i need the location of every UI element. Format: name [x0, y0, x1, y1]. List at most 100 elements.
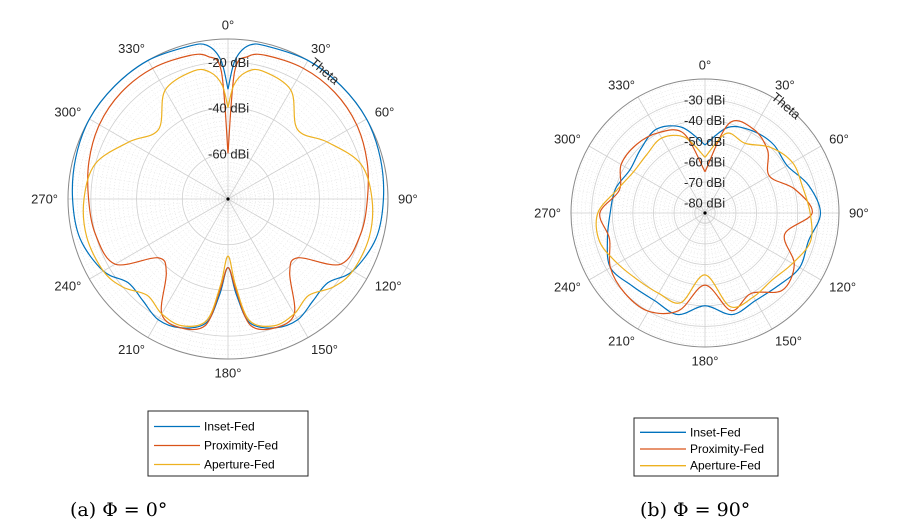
grid-minor-spoke	[136, 67, 229, 200]
grid-major-spoke	[89, 198, 229, 280]
grid-minor-spoke	[704, 110, 792, 214]
grid-minor-spoke	[627, 103, 706, 214]
grid-minor-spoke	[658, 212, 706, 340]
grid-minor-spoke	[68, 184, 229, 200]
grid-minor-spoke	[618, 110, 706, 214]
grid-major-spoke	[588, 212, 706, 281]
series-line-aperture-fed	[595, 132, 813, 309]
grid-minor-spoke	[704, 166, 832, 214]
grid-minor-spoke	[227, 157, 383, 200]
center-marker	[703, 211, 707, 215]
series-line-proximity-fed	[599, 120, 813, 315]
theta-tick-label: 0°	[222, 18, 234, 33]
grid-minor-spoke	[704, 156, 827, 214]
grid-major-spoke	[588, 145, 706, 214]
grid-minor-spoke	[227, 198, 270, 354]
grid-minor-spoke	[583, 212, 706, 270]
grid-minor-spoke	[68, 198, 229, 214]
r-tick-label: -50 dBi	[684, 134, 725, 149]
series-line-proximity-fed	[87, 53, 369, 331]
grid-minor-spoke	[572, 212, 706, 237]
grid-major-spoke	[704, 212, 822, 281]
grid-minor-spoke	[704, 212, 740, 343]
grid-minor-spoke	[595, 212, 706, 291]
grid-major-spoke	[637, 96, 706, 214]
r-tick-label: -60 dBi	[208, 146, 249, 161]
grid-minor-spoke	[213, 198, 229, 359]
grid-minor-spoke	[670, 212, 706, 343]
theta-tick-label: 210°	[118, 342, 145, 357]
grid-minor-spoke	[602, 212, 706, 300]
grid-minor-spoke	[704, 212, 783, 323]
legend-label-proximity-fed: Proximity-Fed	[690, 442, 764, 456]
theta-tick-label: 30°	[311, 41, 331, 56]
r-tick-label: -70 dBi	[684, 175, 725, 190]
outer-ring	[570, 78, 840, 348]
series-lines-b	[595, 120, 822, 316]
grid-minor-spoke	[658, 86, 706, 214]
r-tick-labels-b: -30 dBi -40 dBi -50 dBi -60 dBi -70 dBi …	[684, 93, 725, 211]
series-lines-a	[71, 43, 385, 331]
grid-major-spoke	[704, 212, 773, 330]
legend-label-aperture-fed: Aperture-Fed	[204, 458, 275, 472]
grid-minor-spoke	[704, 212, 729, 346]
grid-minor-spoke	[681, 212, 706, 346]
r-tick-label: -20 dBi	[208, 55, 249, 70]
grid-minor-spoke	[583, 156, 706, 214]
grid-minor-spoke	[704, 118, 800, 214]
theta-tick-labels-b: 0° 30° 60° 90° 120° 150° 180° 210° 240° …	[534, 58, 869, 369]
grid-major-spoke	[227, 198, 309, 338]
grid-major-spoke	[637, 212, 706, 330]
theta-tick-label: 270°	[31, 192, 58, 207]
r-tick-labels-a: -20 dBi -40 dBi -60 dBi	[208, 55, 249, 161]
theta-tick-label: 120°	[375, 279, 402, 294]
legend-box	[147, 410, 309, 477]
grid-minor-spoke	[227, 67, 320, 200]
grid-minor-spoke	[704, 201, 839, 214]
theta-tick-label: 150°	[775, 334, 802, 349]
grid-minor-spoke	[704, 212, 792, 316]
grid-minor-spoke	[227, 48, 283, 200]
r-tick-label: -80 dBi	[684, 196, 725, 211]
r-tick-label: -40 dBi	[208, 101, 249, 116]
grid-minor-spoke	[627, 212, 706, 323]
legend-b: Inset-Fed Proximity-Fed Aperture-Fed	[633, 417, 779, 477]
series-line-inset-fed	[606, 125, 822, 316]
grid-minor-spoke	[173, 198, 229, 350]
r-tick-label: -30 dBi	[684, 93, 725, 108]
grid-minor-spoke	[648, 212, 706, 335]
theta-tick-label: 60°	[829, 132, 849, 147]
grid-minor-spoke	[572, 189, 706, 214]
theta-tick-label: 30°	[775, 77, 795, 92]
grid-major-spoke	[147, 60, 229, 200]
theta-tick-label: 240°	[554, 280, 581, 295]
polar-grid-a	[67, 38, 389, 360]
polar-plot-b: 0° 30° 60° 90° 120° 150° 180° 210° 240° …	[534, 58, 869, 522]
theta-tick-label: 300°	[54, 105, 81, 120]
legend-label-inset-fed: Inset-Fed	[690, 425, 741, 439]
theta-tick-label: 150°	[311, 342, 338, 357]
r-tick-label: -40 dBi	[684, 113, 725, 128]
grid-minor-spoke	[595, 135, 706, 214]
legend-a: Inset-Fed Proximity-Fed Aperture-Fed	[147, 410, 309, 477]
grid-minor-spoke	[704, 212, 835, 248]
grid-minor-spoke	[704, 91, 762, 214]
grid-minor-spoke	[670, 83, 706, 214]
theta-tick-label: 330°	[608, 77, 635, 92]
legend-box	[633, 417, 779, 477]
grid-minor-spoke	[578, 212, 706, 260]
theta-tick-label: 60°	[375, 105, 395, 120]
grid-minor-spoke	[227, 184, 388, 200]
outer-ring	[67, 38, 389, 360]
grid-minor-spoke	[82, 131, 229, 200]
grid-minor-spoke	[704, 189, 838, 214]
grid-minor-spoke	[602, 126, 706, 214]
grid-minor-spoke	[227, 198, 388, 214]
grid-minor-spoke	[227, 198, 374, 267]
grid-minor-spoke	[227, 198, 342, 313]
grid-minor-spoke	[704, 212, 832, 260]
caption-b: (b) Φ = 90°	[640, 499, 750, 521]
grid-minor-spoke	[73, 157, 229, 200]
grid-minor-spoke	[704, 79, 717, 214]
